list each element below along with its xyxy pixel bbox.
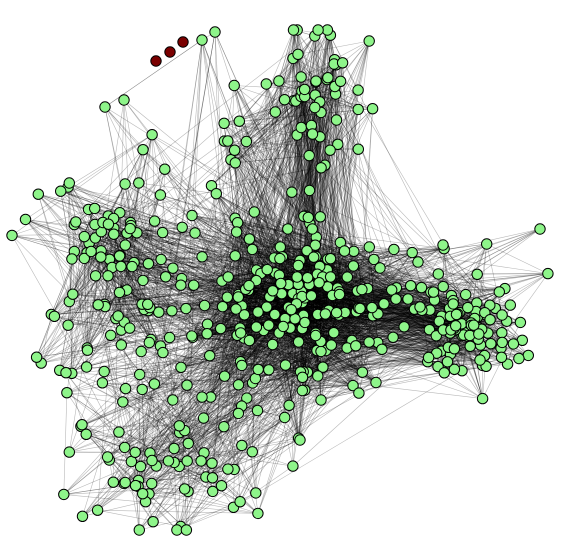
node — [316, 163, 326, 173]
node — [90, 271, 100, 281]
node — [325, 145, 335, 155]
node — [274, 76, 284, 86]
node — [234, 116, 244, 126]
node — [296, 72, 306, 82]
node — [149, 216, 159, 226]
node — [296, 122, 306, 132]
node — [364, 36, 374, 46]
node — [293, 49, 303, 59]
node — [311, 76, 321, 86]
node — [164, 332, 174, 342]
node — [323, 73, 333, 83]
node — [161, 272, 171, 282]
node — [167, 306, 177, 316]
node — [109, 229, 119, 239]
node — [138, 145, 148, 155]
node — [303, 212, 313, 222]
edge — [186, 491, 212, 530]
node — [353, 85, 363, 95]
edge — [64, 393, 67, 495]
node — [229, 145, 239, 155]
node — [307, 224, 317, 234]
node — [315, 212, 325, 222]
node — [120, 240, 130, 250]
node — [134, 178, 144, 188]
node — [310, 102, 320, 112]
edge — [139, 183, 217, 194]
node — [353, 144, 363, 154]
node — [241, 136, 251, 146]
node — [337, 58, 347, 68]
node — [331, 115, 341, 125]
node — [155, 190, 165, 200]
node — [156, 254, 166, 264]
node — [307, 129, 317, 139]
node — [223, 136, 233, 146]
node — [230, 158, 240, 168]
node — [304, 185, 314, 195]
node — [335, 76, 345, 86]
node — [299, 84, 309, 94]
node — [261, 79, 271, 89]
node — [229, 80, 239, 90]
node — [270, 107, 280, 117]
node — [20, 214, 30, 224]
node — [287, 187, 297, 197]
node — [288, 25, 298, 35]
node — [353, 104, 363, 114]
node — [304, 150, 314, 160]
node — [367, 104, 377, 114]
node — [219, 118, 229, 128]
node — [313, 25, 323, 35]
node — [279, 95, 289, 105]
